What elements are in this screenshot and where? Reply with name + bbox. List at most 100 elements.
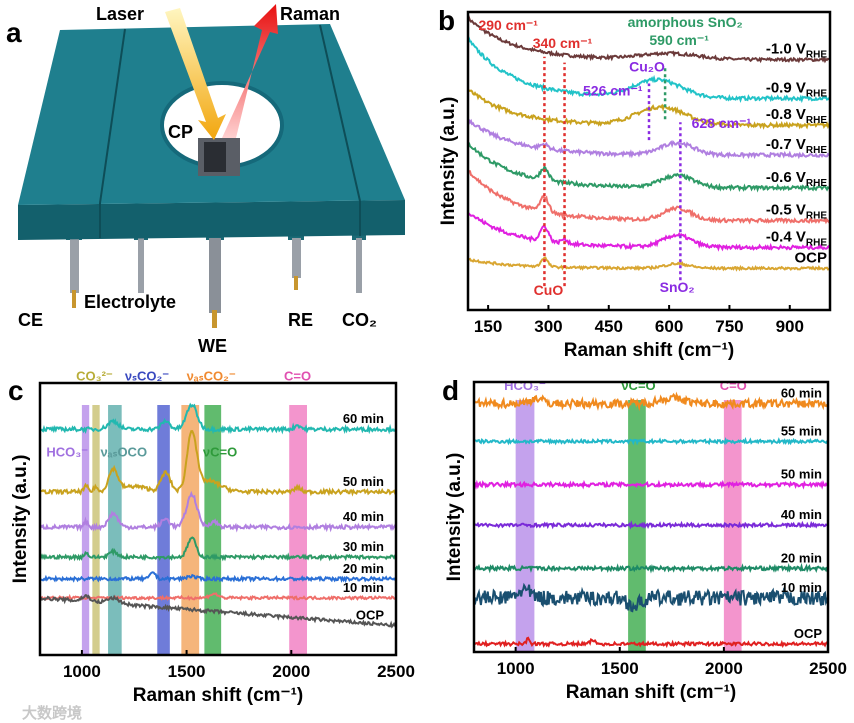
panel-letter-b: b xyxy=(438,5,455,36)
label-we: WE xyxy=(198,336,227,356)
label-co2: CO₂ xyxy=(342,310,377,330)
series-label-0: -1.0 VRHE xyxy=(766,41,827,61)
annotation-2: νₐₛCO₂⁻ xyxy=(187,368,236,383)
x-tick-label-0: 150 xyxy=(474,317,502,336)
series-label-4: -0.6 VRHE xyxy=(766,169,827,189)
series-label-2: -0.8 VRHE xyxy=(766,106,827,126)
series-line-2 xyxy=(39,490,397,533)
x-tick-label-5: 900 xyxy=(776,317,804,336)
chart-c: 60 min 50 min 40 min 30 min 20 min 10 min OCP C… xyxy=(8,368,415,706)
series-label-1: 50 min xyxy=(343,474,384,489)
x-tick-label-2: 2000 xyxy=(272,662,310,681)
series-line-0 xyxy=(473,391,829,412)
series-line-4 xyxy=(467,141,831,193)
watermark: 大数跨境 xyxy=(22,704,82,722)
band-4 xyxy=(181,405,200,655)
series-line-3 xyxy=(467,118,831,160)
series-line-1 xyxy=(39,430,397,497)
x-tick-label-1: 1500 xyxy=(168,662,206,681)
band-2 xyxy=(108,405,122,655)
x-tick-label-1: 1500 xyxy=(601,659,639,678)
series-label-5: 10 min xyxy=(343,580,384,595)
x-tick-label-3: 2500 xyxy=(809,659,847,678)
series-line-3 xyxy=(473,520,829,530)
subscript: RHE xyxy=(806,50,827,61)
series-line-1 xyxy=(473,436,828,446)
x-tick-label-0: 1000 xyxy=(497,659,535,678)
series-label-6: -0.4 VRHE xyxy=(766,228,827,248)
annotation-6: 628 cm⁻¹ xyxy=(692,115,752,131)
annotation-4: HCO₃⁻ xyxy=(46,444,88,459)
y-axis-label: Intensity (a.u.) xyxy=(438,97,459,226)
series-line-6 xyxy=(473,636,829,649)
band-5 xyxy=(204,405,222,655)
series-label-5: -0.5 VRHE xyxy=(766,202,827,222)
subscript: RHE xyxy=(806,211,827,222)
band-6 xyxy=(289,405,307,655)
annotation-8: SnO₂ xyxy=(660,279,695,295)
label-raman: Raman xyxy=(280,4,340,24)
series-label-4: 20 min xyxy=(343,561,384,576)
plot-frame xyxy=(38,381,398,657)
series-line-1 xyxy=(467,36,831,104)
annotation-1: 340 cm⁻¹ xyxy=(533,35,593,51)
label-laser: Laser xyxy=(96,4,144,24)
annotation-0: HCO₃⁻ xyxy=(504,378,546,393)
annotation-5: 526 cm⁻¹ xyxy=(583,82,643,98)
annotation-2: amorphous SnO₂ xyxy=(628,14,743,30)
chart-d: 60 min 55 min 50 min 40 min 20 min 10 min OCP H… xyxy=(442,375,847,703)
subscript: RHE xyxy=(806,178,827,189)
annotation-4: Cu₂O xyxy=(629,59,665,75)
series-label-7: OCP xyxy=(794,249,827,266)
series-line-4 xyxy=(39,571,397,584)
series-label-1: -0.9 VRHE xyxy=(766,79,827,99)
series-line-5 xyxy=(473,582,829,613)
x-tick-label-2: 450 xyxy=(595,317,623,336)
label-re: RE xyxy=(288,310,313,330)
x-axis-label: Raman shift (cm⁻¹) xyxy=(133,685,304,706)
laser-arrow xyxy=(165,8,226,140)
x-axis-label: Raman shift (cm⁻¹) xyxy=(566,682,737,703)
series-line-6 xyxy=(39,594,397,629)
annotation-7: CuO xyxy=(534,282,564,298)
annotation-0: 290 cm⁻¹ xyxy=(478,17,538,33)
series-line-5 xyxy=(467,169,831,225)
series-label-1: 55 min xyxy=(781,423,822,438)
subscript: RHE xyxy=(806,145,827,156)
series-line-6 xyxy=(467,211,831,252)
series-label-0: 60 min xyxy=(343,411,384,426)
series-label-4: 20 min xyxy=(781,550,822,565)
plot-frame xyxy=(466,10,832,312)
series-line-4 xyxy=(473,562,829,574)
series-line-2 xyxy=(473,479,829,490)
band-1 xyxy=(92,405,100,655)
series-label-3: 30 min xyxy=(343,539,384,554)
annotation-6: νC=O xyxy=(203,444,237,459)
series-line-5 xyxy=(39,592,397,602)
series-label-5: 10 min xyxy=(781,580,822,595)
series-line-0 xyxy=(39,402,397,435)
y-axis-label: Intensity (a.u.) xyxy=(10,455,31,584)
subscript: RHE xyxy=(806,237,827,248)
panel-letter-a: a xyxy=(6,17,22,48)
panel-a-cell-diagram: a Laser Raman CP CE Electrolyte WE RE CO… xyxy=(6,4,405,356)
x-tick-label-3: 2500 xyxy=(377,662,415,681)
annotation-3: C=O xyxy=(284,368,311,383)
plot-frame xyxy=(472,380,830,654)
chart-b: -1.0 VRHE -0.9 VRHE -0.8 VRHE -0.7 VRHE -0.6… xyxy=(438,5,832,361)
series-line-0 xyxy=(467,15,831,64)
label-electrolyte: Electrolyte xyxy=(84,292,176,312)
panel-letter-d: d xyxy=(442,375,459,406)
series-label-3: -0.7 VRHE xyxy=(766,136,827,156)
band-3 xyxy=(157,405,170,655)
annotation-3: 590 cm⁻¹ xyxy=(649,32,709,48)
label-ce: CE xyxy=(18,310,43,330)
annotation-1: νC=O xyxy=(621,378,655,393)
series-label-2: 40 min xyxy=(343,509,384,524)
x-tick-label-4: 750 xyxy=(715,317,743,336)
subscript: RHE xyxy=(806,115,827,126)
x-tick-label-0: 1000 xyxy=(63,662,101,681)
subscript: RHE xyxy=(806,88,827,99)
annotation-2: C=O xyxy=(720,378,747,393)
